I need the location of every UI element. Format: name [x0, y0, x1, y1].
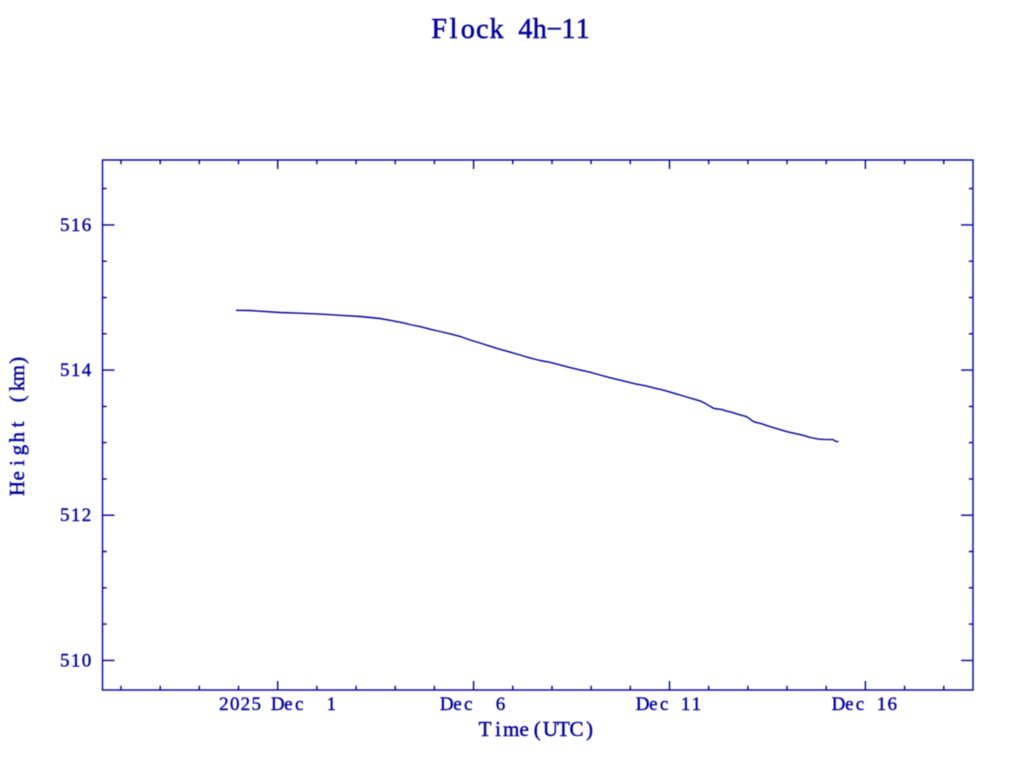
svg-text:516: 516 — [60, 215, 91, 236]
svg-text:510: 510 — [60, 650, 91, 671]
svg-text:Time(UTC): Time(UTC) — [479, 717, 593, 741]
svg-text:Dec16: Dec16 — [832, 694, 897, 715]
svg-text:514: 514 — [60, 360, 92, 381]
svg-text:Flock4h−11: Flock4h−11 — [431, 14, 589, 45]
svg-text:2025Dec1: 2025Dec1 — [219, 694, 336, 715]
svg-text:Dec6: Dec6 — [440, 694, 505, 715]
svg-text:512: 512 — [60, 505, 91, 526]
svg-text:Dec11: Dec11 — [636, 694, 701, 715]
svg-text:Height(km): Height(km) — [5, 357, 29, 496]
